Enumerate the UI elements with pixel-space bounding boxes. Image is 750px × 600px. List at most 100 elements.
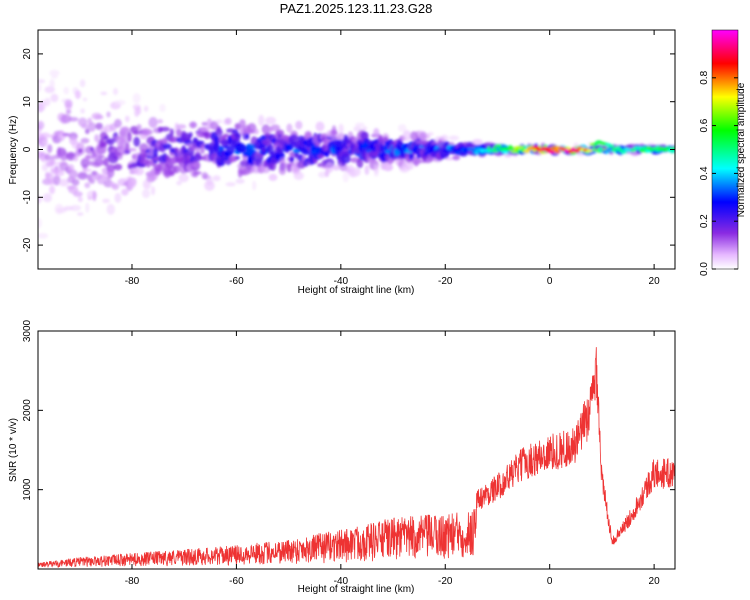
heatmap-cell: [409, 165, 414, 170]
heatmap-cell: [53, 169, 65, 177]
heatmap-cell: [50, 75, 58, 79]
heatmap-cell: [38, 79, 46, 84]
x-tick-label: -60: [229, 276, 244, 287]
heatmap-cell: [132, 93, 141, 104]
heatmap-cell: [234, 123, 241, 130]
y-tick-label: 0: [22, 146, 33, 152]
heatmap-cell: [444, 156, 454, 161]
snr-x-label: Height of straight line (km): [298, 584, 415, 595]
heatmap-cell: [95, 122, 103, 130]
heatmap-cell: [261, 124, 271, 135]
heatmap-cell: [114, 118, 122, 128]
heatmap-cell: [65, 109, 72, 114]
heatmap-cell: [64, 99, 73, 108]
heatmap-cell: [114, 99, 126, 106]
heatmap-ridge-cell: [620, 150, 627, 154]
heatmap-cell: [44, 97, 51, 107]
heatmap-cell: [253, 128, 260, 135]
y-tick-label: -10: [22, 190, 33, 205]
heatmap-cell: [332, 164, 341, 171]
heatmap-cell: [342, 171, 349, 183]
spectrogram-panel: -80 -60 -40 -20 0 20 -20 -10 0 10 20 Height of st…: [8, 29, 676, 296]
heatmap-cell: [212, 175, 221, 182]
heatmap-cell: [38, 83, 42, 93]
heatmap-cell: [176, 181, 182, 186]
heatmap-cell: [235, 155, 240, 160]
heatmap-cell: [289, 157, 294, 163]
heatmap-cell: [143, 105, 149, 112]
heatmap-cell: [360, 131, 369, 141]
heatmap-cell: [130, 162, 138, 169]
heatmap-cell: [71, 178, 80, 186]
heatmap-cell: [159, 126, 170, 132]
heatmap-cell: [201, 122, 209, 126]
heatmap-cell: [268, 173, 278, 181]
heatmap-cell: [318, 171, 327, 178]
heatmap-cell: [80, 108, 85, 114]
heatmap-cell: [92, 190, 97, 202]
heatmap-cell: [338, 123, 344, 135]
y-tick-label: 10: [22, 96, 33, 108]
x-tick-label: -40: [334, 576, 349, 587]
heatmap-cell: [204, 133, 211, 140]
heatmap-cell: [78, 148, 83, 154]
heatmap-cell: [270, 124, 281, 132]
heatmap-ridge-cell: [573, 149, 580, 153]
heatmap-cell: [67, 117, 79, 122]
heatmap-cell: [143, 129, 153, 136]
heatmap-cell: [314, 142, 321, 147]
heatmap-cell: [38, 120, 45, 130]
heatmap-cell: [58, 178, 69, 187]
heatmap-cell: [77, 172, 88, 180]
heatmap-ridge-cell: [586, 149, 593, 153]
heatmap-cell: [42, 193, 53, 203]
heatmap-cell: [427, 132, 434, 136]
heatmap-cell: [235, 178, 245, 184]
heatmap-cell: [275, 129, 285, 137]
heatmap-cell: [77, 196, 83, 202]
heatmap-cell: [94, 114, 104, 120]
heatmap-cell: [225, 182, 236, 187]
heatmap-cell: [107, 167, 115, 178]
heatmap-cell: [41, 139, 49, 145]
heatmap-ridge-cell: [548, 150, 555, 154]
heatmap-cell: [229, 157, 237, 163]
heatmap-cell: [162, 136, 168, 145]
colorbar-tick-label: 0.2: [699, 214, 710, 228]
heatmap-cell: [134, 167, 144, 176]
heatmap-cell: [100, 91, 108, 96]
figure-title: PAZ1.2025.123.11.23.G28: [280, 1, 433, 16]
heatmap-cell: [383, 164, 393, 171]
heatmap-cell: [114, 192, 122, 203]
heatmap-ridge-cell: [542, 146, 549, 150]
heatmap-cell: [132, 130, 141, 135]
heatmap-cell: [38, 217, 42, 229]
heatmap-cell: [178, 173, 189, 183]
heatmap-cell: [120, 137, 130, 143]
x-tick-label: 0: [547, 576, 553, 587]
heatmap-cell: [151, 186, 156, 196]
heatmap-cell: [169, 171, 175, 177]
heatmap-cell: [188, 132, 193, 138]
x-tick-label: -80: [125, 276, 140, 287]
y-tick-label: 20: [22, 48, 33, 60]
heatmap-cell: [73, 191, 83, 197]
heatmap-cell: [145, 180, 152, 190]
heatmap-cell: [213, 141, 220, 152]
heatmap-ridge-cell: [507, 146, 515, 150]
heatmap-cell: [148, 117, 158, 128]
heatmap-ridge-cell: [517, 145, 524, 149]
heatmap-cell: [111, 183, 120, 190]
heatmap-cell: [200, 146, 205, 154]
heatmap-cell: [85, 128, 90, 135]
colorbar-ticks: 0.0 0.2 0.4 0.6 0.8: [699, 70, 738, 276]
heatmap-cell: [224, 117, 232, 125]
y-tick-label: 2000: [22, 399, 33, 422]
heatmap-cell: [68, 169, 78, 179]
y-tick-label: 3000: [22, 319, 33, 342]
colorbar: 0.0 0.2 0.4 0.6 0.8 Normalized spectral ampl…: [699, 29, 747, 276]
heatmap-cell: [50, 93, 59, 103]
heatmap-cell: [209, 121, 219, 130]
heatmap-cell: [402, 130, 412, 142]
heatmap-cell: [190, 162, 201, 168]
